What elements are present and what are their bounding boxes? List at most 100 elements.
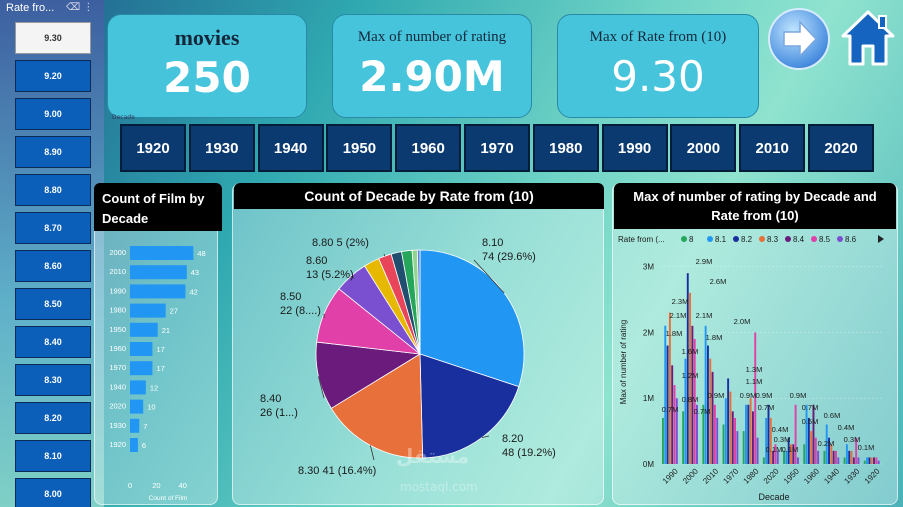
col-bar-2010-8-2[interactable] [706,345,709,464]
hbar-bar-1970[interactable] [130,361,153,376]
col-bar-1930-8-3[interactable] [850,450,853,464]
pie-slice-9-30[interactable] [416,249,421,355]
legend-entry-8-5[interactable]: 8.5 [819,235,831,244]
col-bar-1970-8[interactable] [722,424,725,464]
rate-option-8-30[interactable]: 8.30 [15,364,91,396]
col-bar-2010-8[interactable] [702,404,705,464]
col-bar-1920-8-3[interactable] [870,457,873,464]
col-bar-1960-8-4[interactable] [812,404,815,464]
col-bar-1990-8-6[interactable] [675,398,678,464]
col-bar-1930-8[interactable] [843,457,846,464]
home-button[interactable] [841,8,895,68]
col-bar-1990-8-3[interactable] [668,312,671,464]
rate-option-8-40[interactable]: 8.40 [15,326,91,358]
col-bar-2020-8-4[interactable] [772,450,775,464]
col-bar-1970-8-3[interactable] [729,391,732,464]
col-bar-1960-8[interactable] [803,444,806,464]
legend-entry-8-1[interactable]: 8.1 [715,235,727,244]
rate-option-8-70[interactable]: 8.70 [15,212,91,244]
col-bar-1950-8[interactable] [783,450,786,464]
col-bar-1940-8-3[interactable] [830,444,833,464]
col-bar-2010-8-5[interactable] [713,404,716,464]
hbar-bar-2010[interactable] [130,265,187,280]
rate-option-8-20[interactable]: 8.20 [15,402,91,434]
col-bar-1980-8-1[interactable] [745,404,747,464]
hbar-bar-2020[interactable] [130,399,144,414]
legend-entry-8-4[interactable]: 8.4 [793,235,805,244]
col-bar-1950-8-4[interactable] [792,444,795,464]
col-bar-1950-8-2[interactable] [787,437,790,464]
col-bar-1930-8-4[interactable] [852,457,855,464]
col-bar-2020-8-6[interactable] [776,450,779,464]
rate-option-8-80[interactable]: 8.80 [15,174,91,206]
col-bar-1960-8-2[interactable] [807,417,810,464]
rate-option-9-30[interactable]: 9.30 [15,22,91,54]
legend-entry-8[interactable]: 8 [689,235,694,244]
col-bar-1920-8-2[interactable] [868,457,871,464]
hbar-bar-1920[interactable] [130,438,138,452]
col-bar-2010-8-4[interactable] [711,371,714,464]
hbar-bar-1950[interactable] [130,322,158,337]
rate-option-8-60[interactable]: 8.60 [15,250,91,282]
rate-option-8-50[interactable]: 8.50 [15,288,91,320]
rate-option-8-90[interactable]: 8.90 [15,136,91,168]
col-bar-1940-8-4[interactable] [832,450,835,464]
legend-entry-8-6[interactable]: 8.6 [845,235,857,244]
col-bar-1940-8-6[interactable] [837,457,840,464]
rate-option-9-00[interactable]: 9.00 [15,98,91,130]
col-bar-1960-8-5[interactable] [814,437,817,464]
rate-option-8-00[interactable]: 8.00 [15,478,91,507]
col-bar-2020-8[interactable] [762,457,765,464]
hbar-bar-1930[interactable] [130,418,140,433]
col-bar-1980-8[interactable] [742,431,745,464]
hbar-bar-1980[interactable] [130,303,166,318]
col-bar-2000-8-4[interactable] [691,325,694,464]
pie-slice-8-30[interactable] [330,353,424,459]
decade-option-2020[interactable]: 2020 [808,124,874,172]
col-bar-2020-8-5[interactable] [774,444,777,464]
decade-option-2000[interactable]: 2000 [670,124,737,172]
col-bar-1990-8-4[interactable] [671,365,674,464]
hbar-bar-2000[interactable] [130,246,194,260]
decade-option-1960[interactable]: 1960 [395,124,462,172]
col-bar-1980-8-3[interactable] [749,398,752,464]
col-bar-2000-8[interactable] [682,411,685,464]
col-bar-1920-8-6[interactable] [877,460,880,464]
col-bar-1950-8-3[interactable] [790,444,792,464]
col-bar-1980-8-4[interactable] [751,411,754,464]
decade-option-1980[interactable]: 1980 [532,124,599,172]
col-bar-2000-8-3[interactable] [689,292,692,464]
col-bar-1960-8-3[interactable] [810,431,813,464]
col-bar-1930-8-1[interactable] [845,444,848,464]
col-bar-2000-8-6[interactable] [696,404,698,464]
hbar-bar-1990[interactable] [130,284,186,299]
col-bar-1970-8-2[interactable] [727,378,730,464]
col-bar-1920-8-1[interactable] [866,457,869,464]
col-bar-1970-8-5[interactable] [734,417,737,464]
col-bar-1930-8-6[interactable] [857,457,860,464]
decade-option-1930[interactable]: 1930 [188,124,255,172]
col-bar-1940-8-2[interactable] [828,437,830,464]
col-bar-1970-8-1[interactable] [724,398,727,464]
col-bar-1990-8-5[interactable] [673,385,676,464]
legend-entry-8-3[interactable]: 8.3 [767,235,779,244]
col-bar-1980-8-5[interactable] [754,332,757,464]
col-bar-1950-8-5[interactable] [794,404,797,464]
decade-option-1940[interactable]: 1940 [257,124,324,172]
col-bar-1920-8-5[interactable] [875,457,878,464]
slicer-eraser-icon[interactable]: ⌫ ⋮ [66,2,94,13]
col-bar-2010-8-6[interactable] [716,417,719,464]
col-bar-1930-8-5[interactable] [855,437,858,464]
col-bar-2000-8-1[interactable] [684,358,687,464]
col-bar-1990-8-1[interactable] [664,325,667,464]
col-bar-1930-8-2[interactable] [848,450,851,464]
next-page-button[interactable] [768,8,830,70]
decade-option-1920[interactable]: 1920 [120,124,186,172]
pie-slice-8-10[interactable] [419,249,525,388]
col-bar-1950-8-1[interactable] [785,450,788,464]
col-bar-2010-8-1[interactable] [704,325,707,464]
col-bar-1970-8-4[interactable] [731,411,734,464]
col-bar-1970-8-6[interactable] [736,431,739,464]
decade-option-1990[interactable]: 1990 [601,124,668,172]
col-bar-2020-8-3[interactable] [769,417,772,464]
